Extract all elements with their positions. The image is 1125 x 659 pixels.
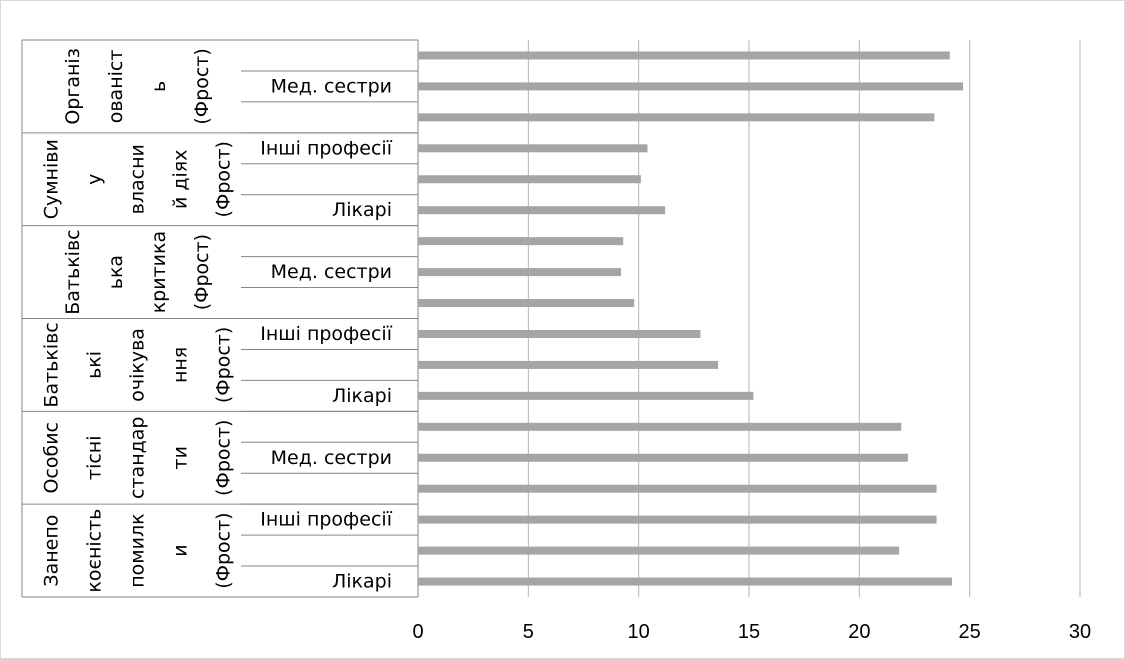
subcategory-label: Інші професії bbox=[260, 323, 392, 345]
bar bbox=[418, 206, 666, 215]
group-label-line: (Фрост) bbox=[213, 327, 235, 403]
group-label-line: й діях bbox=[170, 150, 192, 209]
group-label-line: ння bbox=[170, 347, 192, 383]
bar bbox=[418, 299, 635, 308]
bar bbox=[418, 577, 953, 586]
bar bbox=[418, 82, 964, 91]
group-label-line: ованіст bbox=[105, 50, 127, 124]
x-tick-label: 5 bbox=[523, 621, 534, 643]
group-label-line: стандар bbox=[127, 417, 149, 499]
subcategory-label: Лікарі bbox=[332, 385, 392, 407]
group-label-line: коєність bbox=[84, 509, 106, 593]
subcategory-label: Мед. сестри bbox=[271, 261, 392, 283]
bar bbox=[418, 175, 641, 184]
group-label-line: критика bbox=[148, 231, 170, 313]
group-label-line: (Фрост) bbox=[213, 512, 235, 588]
x-tick-label: 25 bbox=[959, 621, 981, 643]
x-tick-label: 20 bbox=[848, 621, 870, 643]
group-label-line: ькі bbox=[84, 351, 106, 379]
group-label-line: (Фрост) bbox=[191, 234, 213, 310]
subcategory-label: Мед. сестри bbox=[271, 75, 392, 97]
bar bbox=[418, 51, 950, 60]
group-label-line: Сумніви bbox=[41, 139, 63, 219]
bar bbox=[418, 515, 937, 524]
group-label-line: Особис bbox=[41, 422, 63, 494]
group-label-line: ька bbox=[105, 255, 127, 289]
bar bbox=[418, 484, 937, 493]
bar bbox=[418, 268, 622, 277]
bar bbox=[418, 113, 935, 122]
bar bbox=[418, 237, 624, 246]
group-label-line: ь bbox=[148, 81, 170, 92]
group-label-line: (Фрост) bbox=[191, 48, 213, 124]
group-label-line: очікува bbox=[127, 328, 149, 402]
group-label-line: (Фрост) bbox=[213, 420, 235, 496]
group-label-line: Організ bbox=[62, 48, 84, 124]
subcategory-label: Мед. сестри bbox=[271, 447, 392, 469]
bar bbox=[418, 360, 719, 369]
bar bbox=[418, 453, 908, 462]
bar bbox=[418, 144, 648, 153]
group-label-line: (Фрост) bbox=[213, 141, 235, 217]
group-label-line: Батьківс bbox=[62, 229, 84, 314]
x-tick-label: 10 bbox=[628, 621, 650, 643]
subcategory-label: Інші професії bbox=[260, 137, 392, 159]
bar bbox=[418, 329, 701, 338]
group-label-line: Батьківс bbox=[41, 322, 63, 407]
subcategory-label: Лікарі bbox=[332, 571, 392, 593]
x-tick-label: 30 bbox=[1069, 621, 1091, 643]
subcategory-label: Інші професії bbox=[260, 509, 392, 531]
group-label-line: ти bbox=[170, 446, 192, 469]
group-label-line: власни bbox=[127, 144, 149, 214]
bar bbox=[418, 546, 900, 555]
group-label-line: и bbox=[170, 544, 192, 556]
bar bbox=[418, 422, 902, 431]
subcategory-label: Лікарі bbox=[332, 199, 392, 221]
x-tick-label: 15 bbox=[738, 621, 760, 643]
x-tick-label: 0 bbox=[412, 621, 423, 643]
group-label-line: Занепо bbox=[41, 515, 63, 587]
group-label-line: у bbox=[84, 174, 106, 185]
group-label-line: помилк bbox=[127, 513, 149, 587]
group-label-line: тісні bbox=[84, 436, 106, 481]
bar bbox=[418, 391, 754, 400]
